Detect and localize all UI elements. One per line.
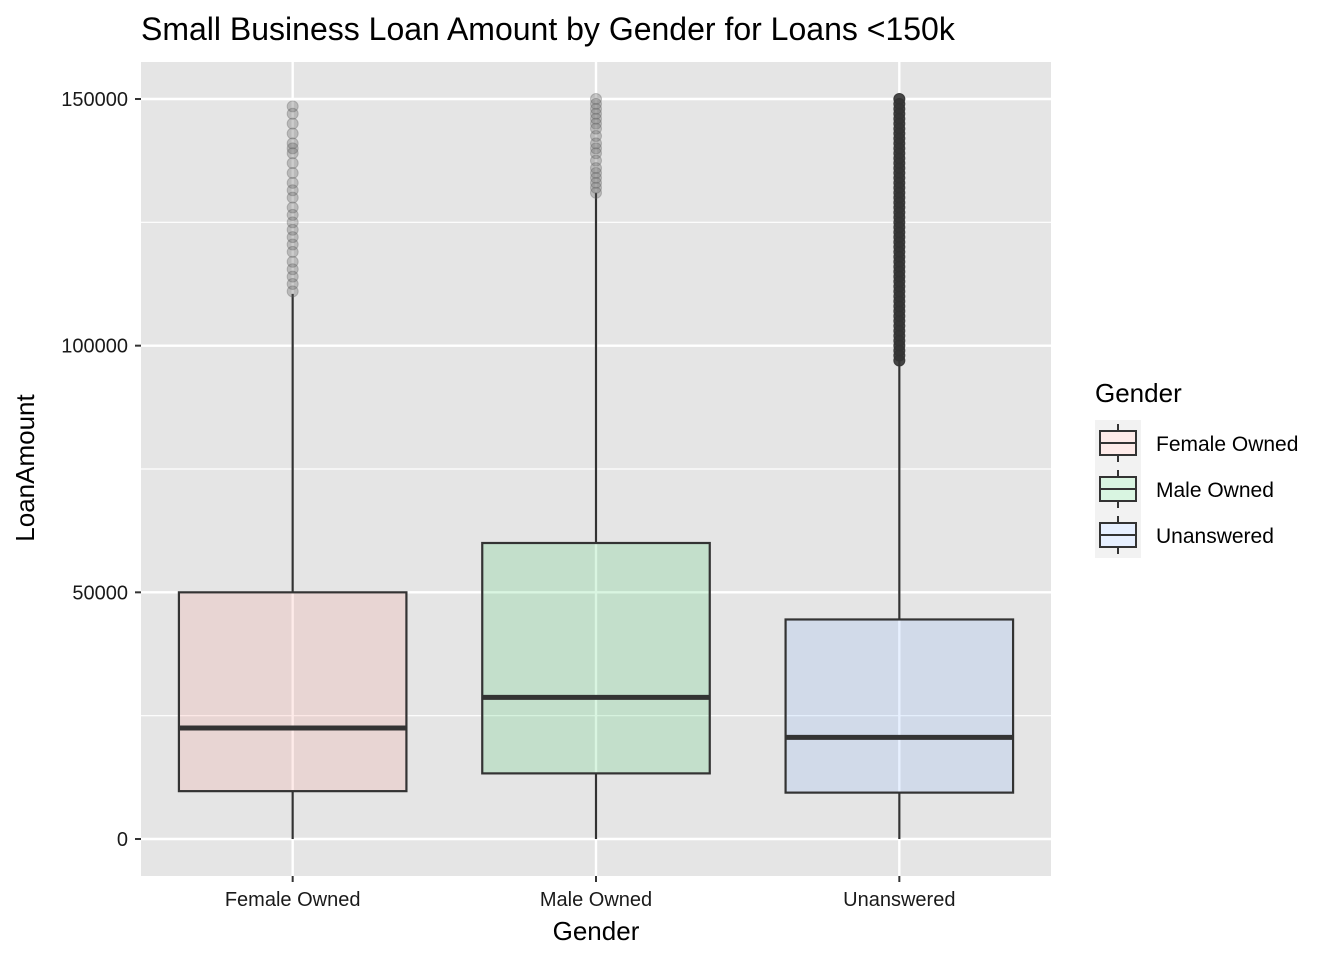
chart-title: Small Business Loan Amount by Gender for… <box>141 11 956 47</box>
outlier-point <box>590 176 602 189</box>
outlier-point <box>286 127 299 140</box>
outlier-point <box>286 278 299 290</box>
legend-entry: Male Owned <box>1099 470 1274 508</box>
outlier-point <box>590 93 602 105</box>
outlier-point <box>286 223 299 236</box>
box-body <box>481 541 711 775</box>
outlier-point <box>286 107 299 120</box>
y-axis-title: LoanAmount <box>10 394 40 542</box>
outlier-point <box>286 263 299 276</box>
outlier-point <box>286 201 299 214</box>
x-axis: Female Owned Male Owned Unanswered <box>225 876 955 911</box>
outlier-point <box>286 117 299 130</box>
outlier-point <box>893 93 906 105</box>
outlier-point <box>590 112 602 125</box>
outlier-point <box>286 270 299 283</box>
y-tick-label: 0 <box>117 829 128 851</box>
outlier-point <box>590 142 602 155</box>
outlier-point <box>286 157 299 170</box>
outlier-point <box>590 181 602 194</box>
y-tick-label: 150000 <box>61 89 128 111</box>
plot-panel <box>141 62 1051 876</box>
box-female-owned <box>177 100 408 839</box>
outlier-point <box>286 137 299 150</box>
outlier-point <box>590 171 602 184</box>
outlier-point <box>590 167 602 179</box>
box-unanswered <box>784 93 1015 839</box>
outlier-point <box>590 97 602 110</box>
box-body <box>784 618 1015 794</box>
outlier-point <box>286 285 299 298</box>
outlier-point <box>590 117 602 130</box>
outlier-point <box>286 191 299 204</box>
outlier-point <box>590 102 602 115</box>
x-tick-label: Unanswered <box>843 889 955 911</box>
outlier-point <box>590 107 602 120</box>
outlier-point <box>286 100 299 113</box>
y-tick-label: 100000 <box>61 336 128 358</box>
outlier-point <box>590 122 602 135</box>
y-tick-label: 50000 <box>72 582 128 604</box>
outlier-point <box>590 147 602 160</box>
legend: Gender Female Owned Male Owned Unanswered <box>1095 378 1298 558</box>
outlier-point <box>286 238 299 251</box>
box-male-owned <box>481 93 711 839</box>
outlier-point <box>286 167 299 179</box>
outlier-point <box>590 130 602 142</box>
y-axis: 0 50000 100000 150000 <box>61 89 141 851</box>
legend-entry: Female Owned <box>1099 424 1298 462</box>
x-tick-label: Female Owned <box>225 889 361 911</box>
outlier-point <box>286 216 299 229</box>
legend-label: Female Owned <box>1156 433 1298 456</box>
legend-title: Gender <box>1095 378 1182 408</box>
outlier-point <box>286 231 299 244</box>
x-axis-title: Gender <box>553 916 640 946</box>
outlier-point <box>286 245 299 258</box>
outlier-point <box>590 186 602 199</box>
outlier-point <box>286 184 299 197</box>
outlier-point <box>590 154 602 167</box>
legend-label: Unanswered <box>1156 525 1274 548</box>
x-tick-label: Male Owned <box>540 889 652 911</box>
outlier-point <box>286 255 299 268</box>
outlier-point <box>590 162 602 175</box>
outlier-point <box>286 147 299 160</box>
outlier-point <box>286 208 299 221</box>
outlier-point <box>590 137 602 150</box>
outlier-point <box>286 176 299 189</box>
legend-label: Male Owned <box>1156 479 1274 502</box>
outlier-point <box>286 142 299 155</box>
legend-entry: Unanswered <box>1099 516 1274 554</box>
box-body <box>177 591 408 793</box>
